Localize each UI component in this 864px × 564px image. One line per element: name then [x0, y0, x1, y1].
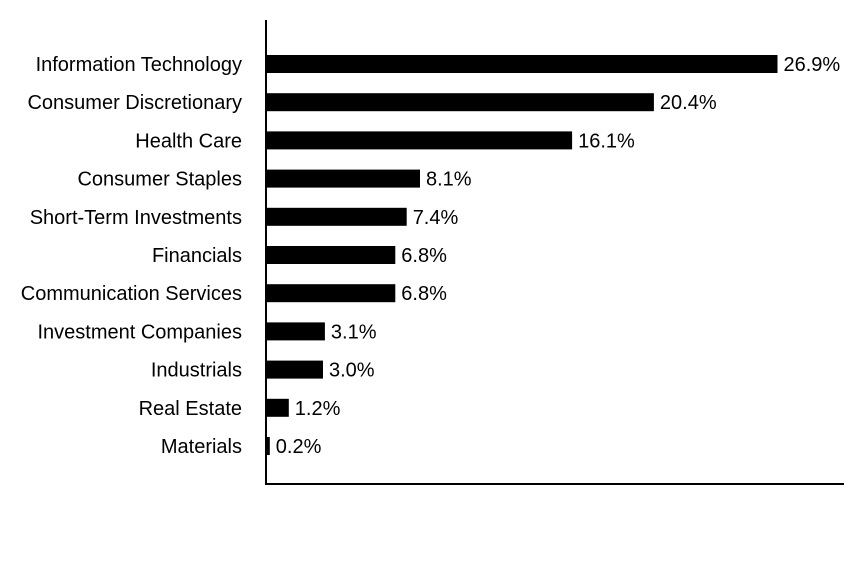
value-label-investment-companies: 3.1%	[331, 321, 377, 343]
value-label-communication-services: 6.8%	[401, 283, 447, 305]
bar-real-estate	[266, 398, 289, 417]
category-label-financials: Financials	[152, 245, 242, 267]
value-label-financials: 6.8%	[401, 245, 447, 267]
bar-industrials	[266, 360, 323, 379]
bar-materials	[266, 437, 270, 455]
bar-investment-companies	[266, 322, 325, 341]
value-label-industrials: 3.0%	[329, 360, 375, 382]
bar-financials	[266, 246, 396, 264]
value-label-short-term-investments: 7.4%	[413, 207, 459, 229]
value-label-consumer-discretionary: 20.4%	[660, 92, 717, 114]
value-label-information-technology: 26.9%	[784, 54, 841, 76]
category-label-consumer-discretionary: Consumer Discretionary	[27, 92, 242, 114]
value-label-consumer-staples: 8.1%	[426, 169, 472, 191]
category-label-investment-companies: Investment Companies	[37, 321, 242, 343]
category-label-industrials: Industrials	[151, 360, 242, 382]
bars-layer	[266, 55, 778, 455]
value-label-real-estate: 1.2%	[295, 398, 341, 420]
category-label-communication-services: Communication Services	[21, 283, 242, 305]
bar-information-technology	[266, 55, 778, 73]
category-label-information-technology: Information Technology	[36, 54, 242, 76]
category-label-consumer-staples: Consumer Staples	[77, 169, 242, 191]
bar-health-care	[266, 131, 573, 150]
bar-short-term-investments	[266, 207, 407, 226]
bar-consumer-staples	[266, 169, 420, 188]
category-label-health-care: Health Care	[135, 130, 242, 152]
bar-communication-services	[266, 284, 396, 303]
labels-layer: Information Technology 26.9% Consumer Disc…	[21, 54, 841, 458]
bar-consumer-discretionary	[266, 93, 654, 112]
category-label-real-estate: Real Estate	[139, 398, 242, 420]
value-label-materials: 0.2%	[276, 436, 322, 458]
value-label-health-care: 16.1%	[578, 130, 635, 152]
category-label-materials: Materials	[161, 436, 242, 458]
category-label-short-term-investments: Short-Term Investments	[30, 207, 242, 229]
